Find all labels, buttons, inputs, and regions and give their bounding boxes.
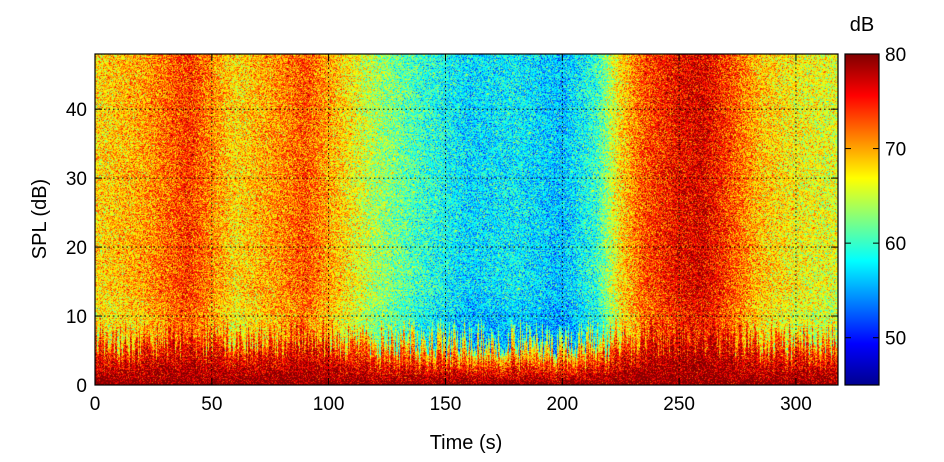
colorbar-tick-label: 60 bbox=[885, 234, 906, 255]
y-tick-label: 40 bbox=[66, 100, 87, 121]
x-axis: 0 50 100 150 200 250 300 bbox=[90, 54, 812, 415]
grid-lines bbox=[95, 54, 838, 385]
x-tick-label: 100 bbox=[313, 394, 345, 415]
colorbar-tick-label: 80 bbox=[885, 45, 906, 66]
x-tick-label: 150 bbox=[430, 394, 462, 415]
y-tick-label: 30 bbox=[66, 169, 87, 190]
colorbar-axis: 50 60 70 80 bbox=[845, 45, 906, 350]
y-axis: 0 10 20 30 40 bbox=[66, 100, 838, 397]
heatmap-image bbox=[95, 54, 838, 385]
colorbar-tick-label: 70 bbox=[885, 140, 906, 161]
x-tick-label: 250 bbox=[663, 394, 695, 415]
plot-frame bbox=[94, 53, 839, 386]
x-tick-label: 50 bbox=[201, 394, 222, 415]
y-tick-label: 10 bbox=[66, 307, 87, 328]
x-tick-label: 200 bbox=[546, 394, 578, 415]
x-axis-label: Time (s) bbox=[430, 432, 503, 454]
colorbar bbox=[844, 53, 880, 386]
x-tick-label: 0 bbox=[90, 394, 101, 415]
y-axis-label: SPL (dB) bbox=[29, 179, 51, 259]
y-tick-label: 0 bbox=[76, 376, 87, 397]
y-tick-label: 20 bbox=[66, 238, 87, 259]
colorbar-tick-label: 50 bbox=[885, 329, 906, 350]
colorbar-label: dB bbox=[850, 14, 874, 36]
x-tick-label: 300 bbox=[780, 394, 812, 415]
